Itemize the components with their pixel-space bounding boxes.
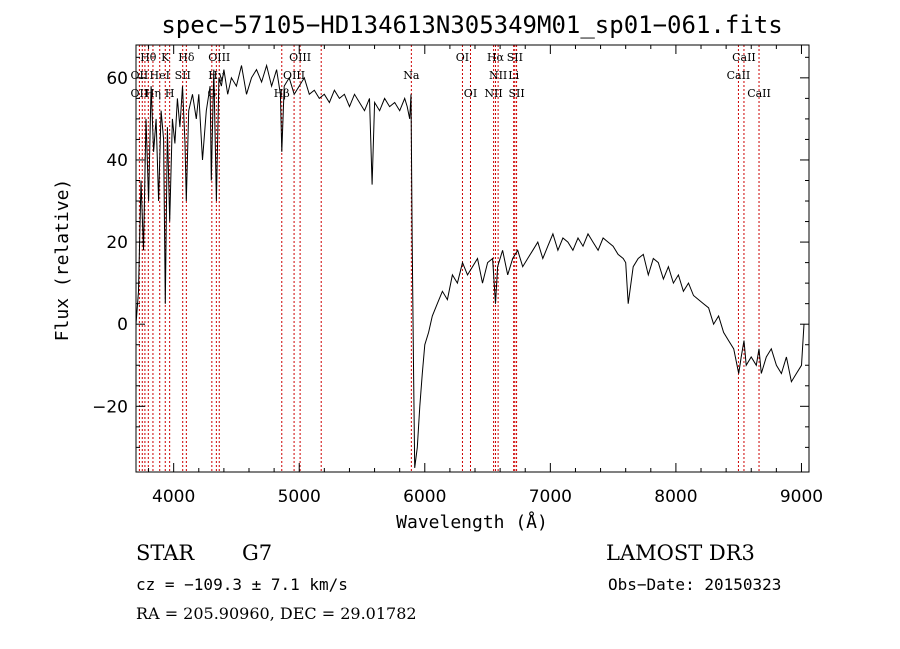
spectral-line-label: H — [165, 87, 175, 100]
spectral-line-label: Li — [508, 69, 519, 82]
spectral-line-label: K — [161, 51, 170, 64]
x-tick-label: 7000 — [529, 487, 572, 507]
plot-frame — [135, 44, 810, 473]
spectral-line-markers — [138, 45, 760, 472]
spectral-line-label: Hγ — [208, 69, 225, 82]
y-tick-label: 40 — [106, 151, 128, 171]
spectral-line-label: Hα — [487, 51, 505, 64]
coordinates-text: RA = 205.90960, DEC = 29.01782 — [136, 604, 417, 623]
spectral-line-label: G — [207, 87, 216, 100]
spectral-line-label: Na — [403, 69, 420, 82]
spectral-line-label: OI — [456, 51, 469, 64]
x-tick-label: 8000 — [654, 487, 697, 507]
spectral-line-label: SII — [507, 51, 523, 64]
spectral-line-label: OIII — [208, 51, 230, 64]
x-tick-label: 4000 — [152, 487, 195, 507]
spectral-line-label: NII — [489, 69, 507, 82]
spectral-line-label: OII — [131, 87, 149, 100]
info-block: STAR G7 LAMOST DR3 cz = −109.3 ± 7.1 km/… — [136, 541, 781, 623]
object-subclass: G7 — [242, 541, 272, 565]
spectral-line-label: SII — [175, 69, 191, 82]
spectral-line-label: OIII — [283, 69, 305, 82]
object-class: STAR — [136, 541, 195, 565]
spectral-line-label: SII — [508, 87, 524, 100]
x-axis-ticks: 4000 5000 6000 7000 8000 9000 — [148, 45, 823, 507]
spectral-line-label: Hη — [145, 87, 161, 100]
survey-name: LAMOST DR3 — [606, 541, 755, 565]
obs-date-text: Obs−Date: 20150323 — [608, 575, 781, 594]
x-tick-label: 6000 — [403, 487, 446, 507]
spectral-line-label: OII — [131, 69, 149, 82]
spectral-line-label: CaII — [727, 69, 751, 82]
spectral-line-label: OI — [464, 87, 477, 100]
spectrum-line — [135, 63, 805, 468]
x-tick-label: 9000 — [780, 487, 823, 507]
y-tick-label: 20 — [106, 233, 128, 253]
x-axis-label: Wavelength (Å) — [396, 511, 548, 533]
y-axis-label: Flux (relative) — [52, 179, 73, 342]
redshift-text: cz = −109.3 ± 7.1 km/s — [136, 575, 348, 594]
y-tick-label: 0 — [117, 315, 128, 335]
spectral-line-label: NII — [484, 87, 502, 100]
y-tick-label: −20 — [92, 397, 128, 417]
spectral-line-label: Hδ — [178, 51, 195, 64]
spectral-line-label: Hβ — [274, 87, 290, 100]
chart-title: spec−57105−HD134613N305349M01_sp01−061.f… — [161, 11, 782, 39]
spectral-line-label: Hθ — [140, 51, 157, 64]
spectral-line-label: OIII — [289, 51, 311, 64]
spectral-line-label: CaII — [747, 87, 771, 100]
x-tick-label: 5000 — [278, 487, 321, 507]
spectral-line-label: HeI — [150, 69, 170, 82]
y-axis-ticks: −20 0 20 40 60 — [92, 56, 809, 448]
spectral-line-label: CaII — [732, 51, 756, 64]
y-tick-label: 60 — [106, 69, 128, 89]
